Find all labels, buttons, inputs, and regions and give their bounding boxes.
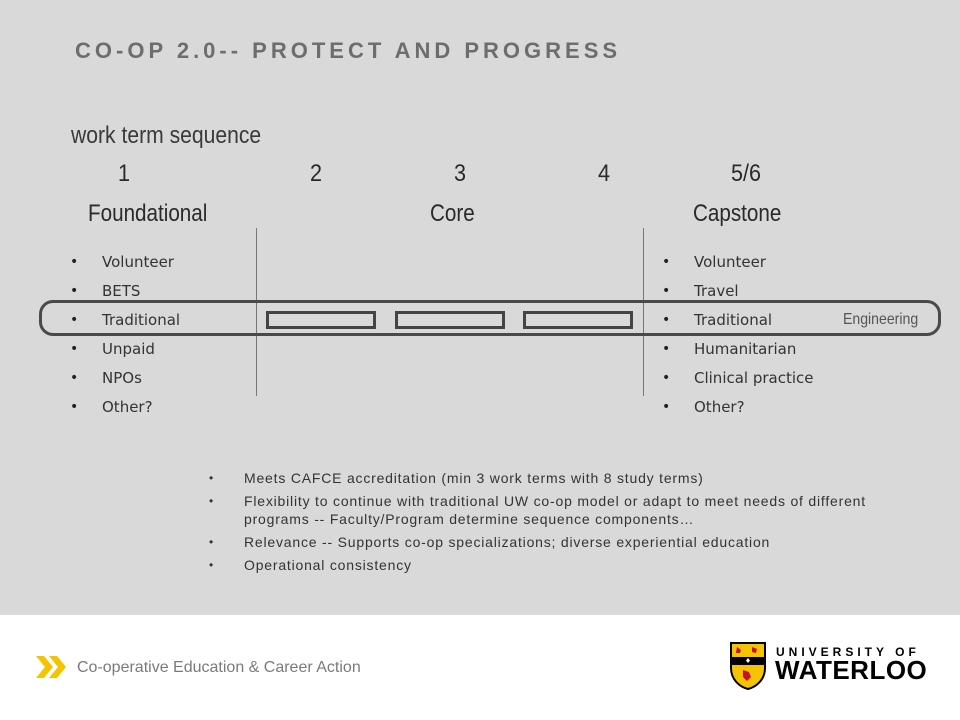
divider-right	[643, 228, 644, 396]
slide-title: CO-OP 2.0-- PROTECT AND PROGRESS	[75, 38, 622, 63]
core-term-block-2	[266, 311, 376, 329]
phase-capstone: Capstone	[693, 200, 782, 227]
capstone-option: Humanitarian	[658, 339, 814, 368]
term-number-4: 4	[598, 160, 611, 187]
term-number-1: 1	[118, 160, 131, 187]
university-crest-icon	[730, 642, 766, 695]
department-name: Co-operative Education & Career Action	[77, 659, 361, 676]
sequence-label: work term sequence	[71, 122, 262, 149]
foundational-option: Other?	[66, 397, 180, 426]
foundational-options-list: Volunteer BETS Traditional Unpaid NPOs O…	[66, 252, 180, 426]
term-number-3: 3	[454, 160, 467, 187]
capstone-option: Travel	[658, 281, 814, 310]
capstone-option: Other?	[658, 397, 814, 426]
term-number-5-6: 5/6	[731, 160, 762, 187]
note-item: Flexibility to continue with traditional…	[205, 492, 930, 528]
phase-foundational: Foundational	[88, 200, 208, 227]
double-chevron-icon	[36, 656, 70, 683]
foundational-option: BETS	[66, 281, 180, 310]
slide-body: CO-OP 2.0-- PROTECT AND PROGRESS work te…	[0, 0, 960, 615]
capstone-option: Clinical practice	[658, 368, 814, 397]
foundational-option: NPOs	[66, 368, 180, 397]
core-term-block-3	[395, 311, 505, 329]
note-item: Relevance -- Supports co-op specializati…	[205, 533, 930, 551]
capstone-options-list: Volunteer Travel Traditional Humanitaria…	[658, 252, 814, 426]
term-number-2: 2	[310, 160, 323, 187]
notes-list: Meets CAFCE accreditation (min 3 work te…	[205, 469, 930, 579]
foundational-option: Unpaid	[66, 339, 180, 368]
note-item: Operational consistency	[205, 556, 930, 574]
university-name-line1: UNIVERSITY OF	[776, 645, 920, 659]
divider-left	[256, 228, 257, 396]
university-name-line2: WATERLOO	[775, 655, 928, 685]
note-item: Meets CAFCE accreditation (min 3 work te…	[205, 469, 930, 487]
capstone-option: Traditional	[658, 310, 814, 339]
foundational-option: Volunteer	[66, 252, 180, 281]
foundational-option: Traditional	[66, 310, 180, 339]
core-term-block-4	[523, 311, 633, 329]
capstone-option: Volunteer	[658, 252, 814, 281]
phase-core: Core	[430, 200, 475, 227]
traditional-highlight-oval	[39, 300, 941, 336]
engineering-label: Engineering	[843, 311, 919, 328]
